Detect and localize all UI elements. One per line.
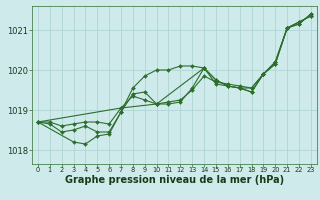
X-axis label: Graphe pression niveau de la mer (hPa): Graphe pression niveau de la mer (hPa) xyxy=(65,175,284,185)
